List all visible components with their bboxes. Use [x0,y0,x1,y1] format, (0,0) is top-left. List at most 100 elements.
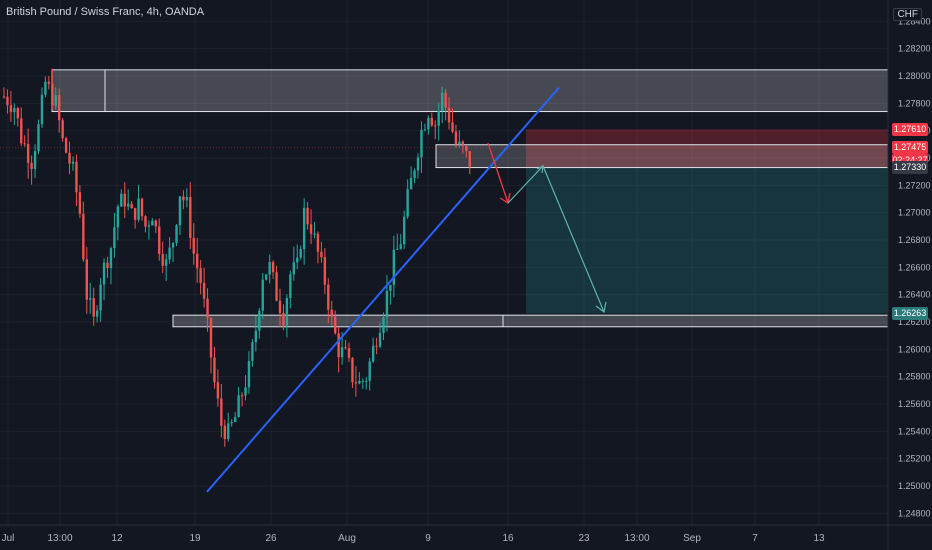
price-tick-label: 1.25400 [898,426,931,436]
candle-body [396,248,399,250]
candle-body [109,248,113,269]
candle-body [416,157,420,171]
candle-body [344,347,347,349]
price-tick-label: 1.26400 [898,290,931,300]
price-axis[interactable]: 1.284001.282001.280001.278001.276001.274… [887,0,931,550]
price-tick-label: 1.24800 [898,508,931,518]
candle-body [61,120,64,139]
candle-body [130,203,133,209]
supply-zone [51,69,889,113]
candle-body [47,81,51,84]
candle-body [89,298,92,300]
candle-body [185,196,189,201]
candle-body [296,257,299,263]
price-tick-label: 1.26800 [898,235,931,245]
candle-body [223,425,226,440]
candle-body [413,170,416,178]
candle-body [316,233,320,252]
time-tick-label: 13 [813,533,825,544]
candle-body [385,290,389,318]
candle-body [144,216,147,227]
candle-body [75,161,78,193]
candle-body [285,298,289,326]
candle-body [244,387,247,396]
candle-body [403,216,406,245]
candle-body [154,220,157,227]
time-tick-label: Jul [2,533,15,544]
candle-body [427,117,430,130]
candle-body [306,207,309,225]
candle-body [216,382,220,399]
candle-body [175,225,178,244]
candle-body [171,243,175,248]
candle-body [371,345,375,362]
price-tick-label: 1.27000 [898,208,931,218]
candle-body [251,342,254,361]
candle-body [230,421,233,424]
price-tick-label: 1.25600 [898,399,931,409]
candle-body [302,207,306,250]
candle-body [44,81,47,95]
projection-arrow-down [487,142,509,204]
candle-body [78,192,82,214]
candle-body [23,143,26,145]
candle-body [320,251,323,258]
candle-body [361,380,364,382]
candle-body [123,193,126,207]
chart-title: British Pound / Swiss Franc, 4h, OANDA [6,6,205,18]
candle-body [92,298,95,317]
candle-body [133,208,137,220]
candle-body [95,310,99,317]
candle-body [347,348,351,358]
candle-body [382,317,385,333]
candlestick-series [2,68,471,447]
candle-body [151,220,154,226]
candle-body [365,380,368,382]
candle-body [13,108,16,113]
time-axis[interactable]: Jul 13:00 12 19 26 Aug 9 16 23 13:00 Sep 7 13 [0,524,932,544]
chart-zones [0,69,889,328]
candle-body [337,333,340,358]
currency-badge[interactable]: CHF [893,8,922,21]
candle-body [434,125,437,127]
candle-body [278,300,282,314]
candle-body [323,257,327,285]
candle-body [430,117,433,126]
candle-body [451,122,454,132]
time-tick-label: Aug [338,533,356,544]
time-tick-label: 26 [265,533,277,544]
candle-body [265,274,268,280]
candle-body [389,284,392,291]
candle-body [116,206,120,228]
projection-arrow-mid-head [536,164,544,174]
trendline [206,86,560,493]
candle-body [30,162,33,170]
candle-body [64,138,68,153]
price-tick-label: 1.25200 [898,454,931,464]
candle-body [261,279,264,311]
candle-body [220,398,223,426]
projection-arrow-head [595,301,607,314]
candle-body [164,259,168,266]
small-supply-zone [435,144,889,169]
candle-body [202,282,206,299]
candle-body [368,361,371,381]
chart-drawings[interactable] [206,86,607,493]
candle-body [68,152,71,164]
candle-body [327,284,330,310]
candle-body [127,203,130,207]
candle-body [330,309,333,317]
time-tick-label: 9 [425,533,431,544]
candle-body [196,253,199,269]
candle-body [423,129,427,131]
candle-body [137,198,140,220]
candle-body [358,381,361,384]
candle-body [275,272,278,301]
candle-body [299,249,302,258]
candle-body [447,107,451,123]
candle-body [468,151,471,167]
candle-body [99,284,102,311]
price-tick-label: 1.25800 [898,372,931,382]
candle-body [199,268,202,283]
